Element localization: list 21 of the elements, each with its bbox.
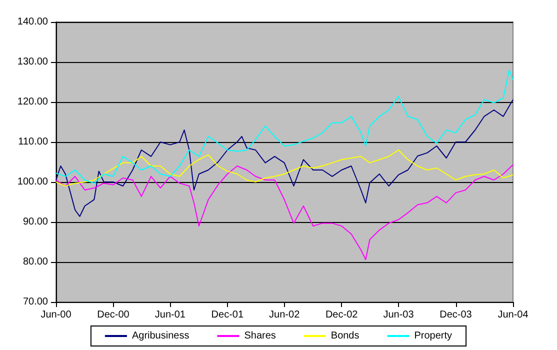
- x-tick-label: Dec-00: [97, 310, 130, 320]
- y-tick-label: 90.00: [22, 216, 48, 228]
- x-tick-label: Dec-01: [211, 310, 244, 320]
- x-tick-label: Jun-01: [154, 310, 186, 320]
- legend-label: Agribusiness: [132, 330, 190, 342]
- y-tick-label: 80.00: [22, 256, 48, 268]
- y-tick-label: 70.00: [22, 296, 48, 308]
- x-tick-label: Jun-02: [269, 310, 300, 320]
- x-tick-label: Jun-03: [383, 310, 414, 320]
- legend-label: Property: [414, 330, 452, 342]
- y-tick-label: 100.00: [17, 176, 48, 188]
- x-tick-label: Jun-00: [40, 310, 72, 320]
- y-tick-label: 120.00: [17, 96, 48, 108]
- x-tick-label: Jun-04: [498, 310, 529, 320]
- x-tick-label: Dec-03: [440, 310, 472, 320]
- y-tick-label: 130.00: [17, 56, 48, 68]
- y-tick-label: 140.00: [17, 16, 48, 28]
- y-tick-label: 110.00: [18, 136, 48, 148]
- legend-label: Shares: [244, 330, 276, 342]
- legend-label: Bonds: [330, 330, 360, 342]
- x-tick-label: Dec-02: [325, 310, 358, 320]
